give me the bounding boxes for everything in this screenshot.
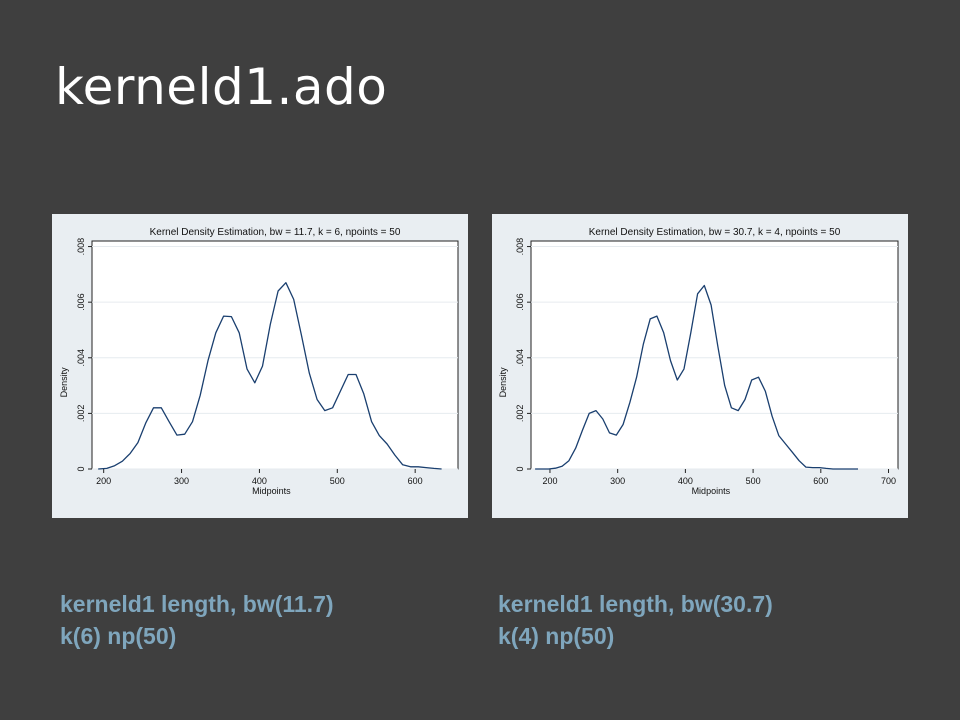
caption-left-line2: k(6) np(50): [60, 623, 177, 649]
y-axis-label: Density: [498, 367, 508, 398]
density-line: [535, 284, 858, 470]
plot-area: [91, 240, 459, 470]
caption-left-line1: kerneld1 length, bw(11.7): [60, 591, 334, 617]
x-axis-label: Midpoints: [252, 486, 291, 496]
y-tick-label: .004: [515, 349, 525, 367]
chart-panel-right: Kernel Density Estimation, bw = 30.7, k …: [492, 214, 908, 518]
y-tick-label: .002: [515, 405, 525, 423]
kernel-density-chart-left: Kernel Density Estimation, bw = 11.7, k …: [59, 227, 459, 496]
x-tick-label: 500: [746, 476, 761, 486]
slide-title: kerneld1.ado: [55, 58, 388, 116]
x-tick-label: 600: [813, 476, 828, 486]
x-tick-label: 700: [881, 476, 896, 486]
x-tick-label: 600: [408, 476, 423, 486]
caption-right-line1: kerneld1 length, bw(30.7): [498, 591, 773, 617]
caption-right: kerneld1 length, bw(30.7) k(4) np(50): [498, 588, 918, 652]
y-tick-label: 0: [515, 466, 525, 471]
y-tick-label: .008: [515, 238, 525, 256]
chart-panel-left: Kernel Density Estimation, bw = 11.7, k …: [52, 214, 468, 518]
plot-area: [530, 240, 899, 470]
y-tick-label: 0: [76, 466, 86, 471]
x-axis-label: Midpoints: [692, 486, 731, 496]
y-tick-label: .006: [515, 293, 525, 311]
caption-left: kerneld1 length, bw(11.7) k(6) np(50): [60, 588, 480, 652]
x-tick-label: 200: [542, 476, 557, 486]
x-tick-label: 500: [330, 476, 345, 486]
x-tick-label: 300: [174, 476, 189, 486]
x-tick-label: 200: [96, 476, 111, 486]
x-tick-label: 400: [678, 476, 693, 486]
y-tick-label: .002: [76, 405, 86, 423]
chart-title: Kernel Density Estimation, bw = 11.7, k …: [150, 227, 401, 238]
chart-title: Kernel Density Estimation, bw = 30.7, k …: [589, 227, 841, 238]
density-line: [98, 282, 442, 470]
y-tick-label: .006: [76, 293, 86, 311]
x-tick-label: 300: [610, 476, 625, 486]
x-tick-label: 400: [252, 476, 267, 486]
kernel-density-chart-right: Kernel Density Estimation, bw = 30.7, k …: [498, 227, 899, 496]
y-tick-label: .008: [76, 238, 86, 256]
caption-right-line2: k(4) np(50): [498, 623, 615, 649]
y-tick-label: .004: [76, 349, 86, 367]
y-axis-label: Density: [59, 367, 69, 398]
